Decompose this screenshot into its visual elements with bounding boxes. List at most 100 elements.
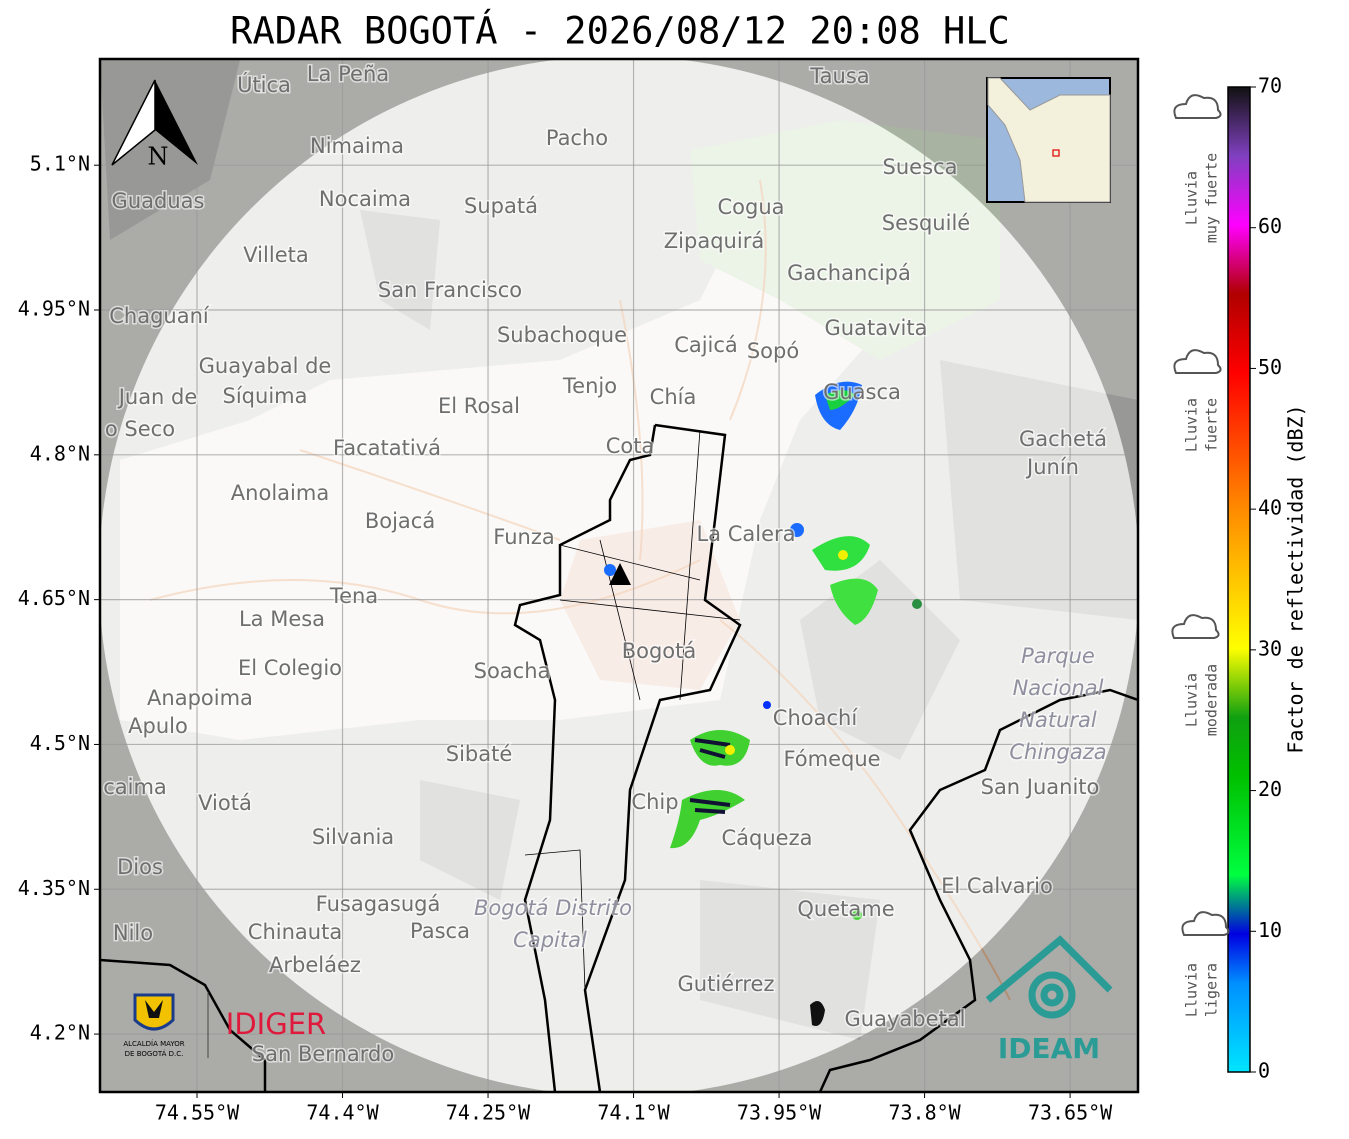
legend-label: Lluvia [1183,963,1201,1017]
ideam-logo [985,935,1113,1019]
x-tick-label: 74.55°W [155,1101,240,1125]
x-tick-label: 73.65°W [1028,1101,1113,1125]
place-label: caima [103,775,167,799]
place-label: Guatavita [825,316,928,340]
place-label: Tenjo [562,374,617,398]
place-label: Nimaima [310,134,404,158]
place-label: Chinauta [248,920,342,944]
place-label: El Calvario [941,874,1053,898]
y-tick-label: 5.1°N [30,152,90,176]
place-label: Nacional [1013,676,1104,700]
place-label: Pasca [410,919,470,943]
title: RADAR BOGOTÁ - 2026/08/12 20:08 HLC [230,9,1010,53]
y-tick-label: 4.35°N [18,876,90,900]
terrain [100,60,1138,1040]
x-tick-label: 74.4°W [306,1101,379,1125]
place-label: Útica [237,72,291,97]
map: La Peña Útica Tausa Pacho Nimaima Suesca Guadu… [100,59,1138,1092]
place-label: San Bernardo [252,1042,394,1066]
place-label: Pacho [546,126,608,150]
place-label: Cogua [717,195,784,219]
place-label: Subachoque [497,323,627,347]
colorbar-tick-label: 60 [1258,214,1282,238]
place-label: Nilo [113,921,153,945]
colorbar-tick-label: 10 [1258,918,1282,942]
place-label: Natural [1019,708,1097,732]
legend-label: muy fuerte [1203,153,1221,243]
place-label: Zipaquirá [664,229,764,253]
place-label: Guasca [823,380,901,404]
place-label: o Seco [105,417,175,441]
place-label: Gachetá [1019,427,1107,451]
colorbar-tick-label: 50 [1258,355,1282,379]
place-label: La Calera [696,522,795,546]
y-tick-label: 4.5°N [30,731,90,755]
place-label: Parque [1021,644,1095,668]
place-label: Sesquilé [882,211,970,235]
colorbar [1227,86,1251,1073]
place-label: Guayabal de [199,354,332,378]
alcaldia-text: ALCALDÍA MAYOR [123,1039,184,1048]
place-label: Guaduas [112,189,205,213]
place-label: Silvania [312,825,394,849]
place-label: Bogotá Distrito [474,896,632,920]
y-tick-label: 4.8°N [30,441,90,465]
place-label: Anapoima [147,686,253,710]
place-label: Chía [650,385,697,409]
place-label: El Rosal [438,394,520,418]
colorbar-tick-label: 70 [1258,74,1282,98]
ideam-text: IDEAM [998,1032,1100,1065]
place-label: El Colegio [238,656,342,680]
colorbar-label: Factor de reflectividad (dBZ) [1284,404,1308,753]
place-label: Sopó [747,339,799,363]
place-label: Síquima [223,384,308,408]
place-label: Supatá [464,194,538,218]
place-label: Anolaima [231,481,329,505]
place-label: Capital [513,928,587,952]
place-label: Bojacá [365,509,435,533]
alcaldia-logo [133,992,209,1058]
alcaldia-text: DE BOGOTÁ D.C. [125,1049,184,1058]
place-label: Chaguaní [109,304,210,328]
echoes [604,381,922,1026]
boundaries [100,423,1138,1092]
place-label: Viotá [198,791,252,815]
place-label: Junín [1025,455,1079,479]
place-label: Funza [493,525,554,549]
place-label: Soacha [474,659,551,683]
place-label: Bogotá [622,639,697,663]
place-label: Apulo [128,714,188,738]
radar-site [609,563,631,585]
place-label: Tausa [809,64,869,88]
x-tick-label: 74.1°W [597,1101,670,1125]
place-label: Gachancipá [787,261,911,285]
place-label: San Juanito [981,775,1100,799]
place-label: Chingaza [1009,740,1106,764]
legend-label: Lluvia [1183,398,1201,452]
legend-label: ligera [1203,963,1221,1017]
legend-label: fuerte [1203,398,1221,452]
place-label: Dios [117,855,163,879]
place-label: Fusagasugá [316,892,441,916]
colorbar-tick-label: 20 [1258,777,1282,801]
x-tick-label: 73.95°W [737,1101,822,1125]
place-label: San Francisco [378,278,522,302]
place-label: Nocaima [319,187,411,211]
place-label: Choachí [773,706,859,730]
place-label: Fómeque [783,747,880,771]
legend-label: Lluvia [1183,673,1201,727]
place-label: Suesca [883,155,958,179]
x-tick-label: 73.8°W [888,1101,961,1125]
place-label: Cáqueza [722,826,813,850]
place-label: La Peña [307,62,389,86]
place-label: Facatativá [333,436,441,460]
place-label: Cajicá [674,333,738,357]
y-tick-label: 4.2°N [30,1021,90,1045]
place-label: Juan de [117,385,198,409]
north-arrow: N [111,79,198,171]
place-label: Guayabetal [845,1007,966,1031]
y-tick-label: 4.65°N [18,586,90,610]
localities [524,429,741,991]
place-label: Quetame [797,897,894,921]
place-label: Villeta [243,243,308,267]
